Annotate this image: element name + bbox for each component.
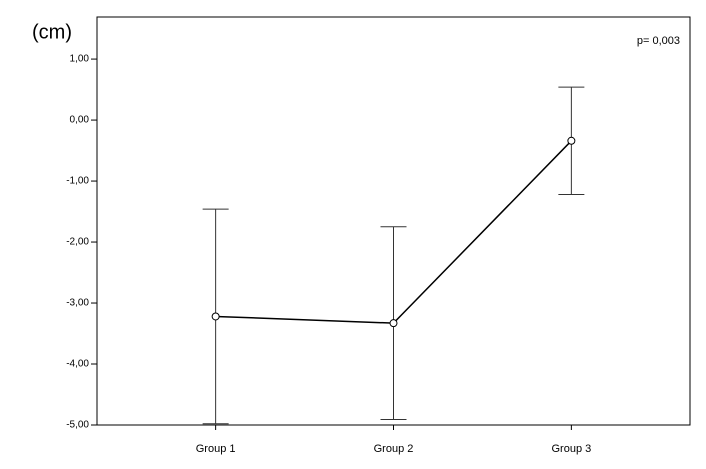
annotation: p= 0,003 <box>637 35 680 47</box>
point <box>567 136 576 145</box>
y-tick-label: -3,00 <box>66 298 89 309</box>
y-tick-label: -5,00 <box>66 420 89 431</box>
y-tick-label: -4,00 <box>66 359 89 370</box>
x-tick-label: Group 3 <box>551 443 591 455</box>
point <box>389 319 398 328</box>
x-tick-label: Group 2 <box>374 443 414 455</box>
y-axis-label: (cm) <box>32 21 72 43</box>
y-tick-label: 0,00 <box>70 115 90 126</box>
y-tick-label: 1,00 <box>70 54 90 65</box>
point <box>211 312 220 321</box>
y-tick-label: -2,00 <box>66 237 89 248</box>
y-tick-label: -1,00 <box>66 176 89 187</box>
x-tick-label: Group 1 <box>196 443 236 455</box>
